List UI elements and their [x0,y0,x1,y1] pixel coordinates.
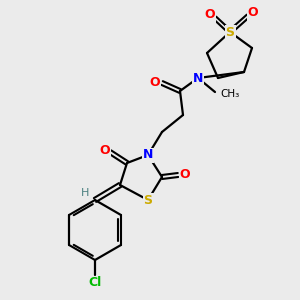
Text: N: N [193,71,203,85]
Text: O: O [205,8,215,22]
Text: H: H [81,188,89,198]
Text: O: O [150,76,160,88]
Text: CH₃: CH₃ [220,89,239,99]
Text: O: O [180,169,190,182]
Text: S: S [226,26,235,38]
Text: N: N [143,148,153,161]
Text: O: O [100,143,110,157]
Text: S: S [143,194,152,206]
Text: Cl: Cl [88,277,102,290]
Text: O: O [248,7,258,20]
